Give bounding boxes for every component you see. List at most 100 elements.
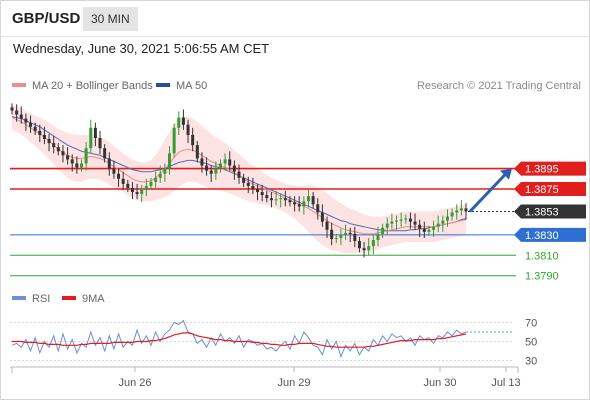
candle-body bbox=[242, 177, 246, 183]
rsi-line bbox=[11, 319, 467, 359]
candle-body bbox=[33, 126, 37, 131]
candle-body bbox=[455, 210, 459, 213]
candle-body bbox=[163, 168, 167, 174]
legend-ma50: MA 50 bbox=[156, 80, 207, 92]
candle-body bbox=[445, 216, 449, 221]
9ma-label: 9MA bbox=[82, 293, 105, 305]
timeframe-button[interactable]: 30 MIN bbox=[83, 7, 138, 31]
candle-body bbox=[56, 147, 60, 152]
candle-body bbox=[330, 229, 334, 239]
candle-body bbox=[344, 232, 348, 235]
candle-body bbox=[390, 221, 394, 224]
candle-body bbox=[149, 181, 153, 186]
candle-body bbox=[436, 223, 440, 227]
rsi-label: RSI bbox=[32, 293, 51, 305]
candle-body bbox=[237, 171, 241, 178]
x-tick-label-0: Jun 26 bbox=[118, 377, 151, 389]
candle-body bbox=[413, 221, 417, 225]
ma50-swatch bbox=[156, 83, 170, 88]
candle-body bbox=[269, 198, 273, 201]
candle-body bbox=[107, 158, 111, 169]
legend-bollinger: MA 20 + Bollinger Bands bbox=[12, 80, 153, 92]
candle-body bbox=[362, 248, 366, 251]
candle-body bbox=[15, 110, 19, 115]
x-tick-label-3: Jul 13 bbox=[491, 377, 520, 389]
candle-body bbox=[172, 127, 176, 154]
candle-body bbox=[274, 199, 278, 201]
candle-body bbox=[325, 221, 329, 230]
candle-body bbox=[89, 127, 93, 149]
candle-body bbox=[427, 229, 431, 232]
candle-body bbox=[70, 159, 74, 164]
chart-datetime: Wednesday, June 30, 2021 5:06:55 AM CET bbox=[13, 41, 270, 56]
candle-body bbox=[181, 117, 185, 125]
candle-body bbox=[399, 219, 403, 221]
candle-body bbox=[357, 241, 361, 249]
candle-body bbox=[260, 192, 264, 196]
candle-body bbox=[130, 187, 134, 193]
candle-body bbox=[61, 151, 65, 156]
candle-body bbox=[47, 139, 51, 144]
candle-body bbox=[404, 218, 408, 220]
candle-body bbox=[246, 182, 250, 186]
level-label-1.3875: 1.3875 bbox=[525, 184, 559, 196]
candle-body bbox=[144, 185, 148, 191]
candle-body bbox=[84, 148, 88, 164]
candle-body bbox=[265, 195, 269, 199]
candle-body bbox=[112, 168, 116, 174]
candle-body bbox=[432, 226, 436, 230]
candle-body bbox=[79, 163, 83, 168]
rsi-ma-line bbox=[12, 332, 467, 348]
level-label-1.3853: 1.3853 bbox=[525, 206, 559, 218]
candle-body bbox=[117, 173, 121, 179]
candle-body bbox=[154, 177, 158, 182]
candle-body bbox=[395, 220, 399, 222]
candle-body bbox=[195, 145, 199, 159]
candle-body bbox=[334, 237, 338, 239]
level-label-1.3830: 1.3830 bbox=[525, 230, 559, 242]
candle-body bbox=[177, 117, 181, 128]
candle-body bbox=[205, 165, 209, 171]
legend-9ma: 9MA bbox=[62, 293, 105, 305]
level-tag-1.3895 bbox=[514, 161, 586, 176]
candle-body bbox=[223, 159, 227, 164]
candle-body bbox=[376, 233, 380, 240]
legend-rsi: RSI bbox=[12, 293, 50, 305]
candle-body bbox=[311, 196, 315, 205]
candle-body bbox=[186, 124, 190, 135]
candle-body bbox=[228, 159, 232, 166]
level-label-1.3810: 1.3810 bbox=[525, 250, 559, 262]
candle-body bbox=[367, 246, 371, 251]
rsi-tick-70: 70 bbox=[525, 318, 537, 330]
candles-group bbox=[10, 103, 468, 258]
candle-body bbox=[66, 155, 70, 160]
candle-body bbox=[19, 114, 23, 119]
candle-body bbox=[52, 143, 56, 148]
candle-body bbox=[209, 170, 213, 174]
candle-body bbox=[381, 227, 385, 234]
level-tag-1.3875 bbox=[514, 182, 586, 196]
candle-body bbox=[98, 138, 102, 149]
candle-body bbox=[283, 198, 287, 201]
rsi-tick-50: 50 bbox=[525, 337, 537, 349]
candle-body bbox=[385, 223, 389, 228]
candle-body bbox=[288, 200, 292, 203]
candle-body bbox=[293, 202, 297, 205]
candle-body bbox=[459, 208, 463, 211]
level-tag-1.3853 bbox=[514, 204, 586, 219]
candle-body bbox=[408, 218, 412, 222]
candle-body bbox=[24, 118, 28, 123]
candle-body bbox=[316, 204, 320, 213]
rsi-swatch bbox=[12, 296, 26, 301]
candle-body bbox=[103, 148, 107, 159]
candle-body bbox=[251, 185, 255, 189]
forecast-arrow-shaft bbox=[468, 172, 508, 213]
candle-body bbox=[10, 107, 14, 111]
top-bar: GBP/USD 30 MIN bbox=[0, 0, 588, 37]
candle-body bbox=[353, 233, 357, 242]
candle-body bbox=[306, 196, 310, 202]
candle-body bbox=[168, 153, 172, 169]
credit-text: Research © 2021 Trading Central bbox=[416, 80, 581, 92]
level-label-1.3790: 1.3790 bbox=[525, 271, 559, 283]
candle-body bbox=[126, 183, 130, 188]
